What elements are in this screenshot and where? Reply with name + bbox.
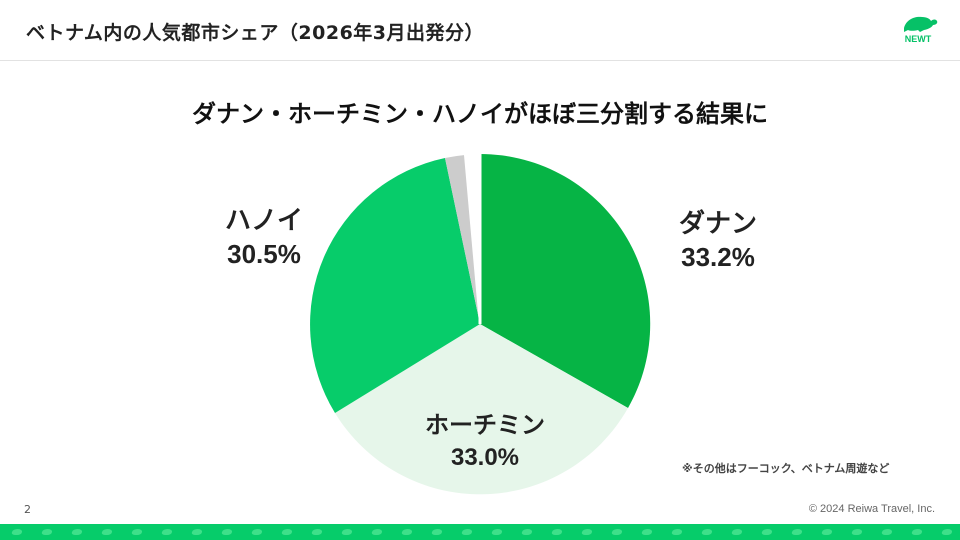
turtle-pattern-icon <box>490 529 504 535</box>
turtle-pattern-icon <box>220 529 234 535</box>
turtle-pattern-icon <box>640 529 654 535</box>
chart-title: ダナン・ホーチミン・ハノイがほぼ三分割する結果に <box>192 101 768 128</box>
turtle-pattern-icon <box>550 529 564 535</box>
turtle-pattern-icon <box>70 529 84 535</box>
turtle-pattern-icon <box>40 529 54 535</box>
slice-other <box>445 155 480 324</box>
label-hochiminh: ホーチミン 33.0% <box>410 410 560 474</box>
label-danang: ダナン 33.2% <box>660 206 776 274</box>
label-hochiminh-name: ホーチミン <box>425 412 545 439</box>
slide-header: ベトナム内の人気都市シェア（2026年3月出発分） NEWT <box>0 0 960 61</box>
turtle-pattern-icon <box>430 529 444 535</box>
logo-text: NEWT <box>904 34 932 44</box>
page-title: ベトナム内の人気都市シェア（2026年3月出発分） <box>26 22 485 44</box>
label-hochiminh-pct: 33.0% <box>450 444 520 471</box>
label-hanoi-name: ハノイ <box>224 205 303 235</box>
turtle-pattern-icon <box>910 529 924 535</box>
copyright: © 2024 Reiwa Travel, Inc. <box>808 503 935 515</box>
turtle-pattern-icon <box>520 529 534 535</box>
turtle-pattern-icon <box>610 529 624 535</box>
turtle-pattern-icon <box>250 529 264 535</box>
label-danang-pct: 33.2% <box>681 242 755 272</box>
turtle-pattern-icon <box>340 529 354 535</box>
turtle-pattern-icon <box>400 529 414 535</box>
turtle-pattern-icon <box>100 529 114 535</box>
turtle-pattern-icon <box>820 529 834 535</box>
pie-chart <box>310 152 651 495</box>
turtle-pattern-icon <box>580 529 594 535</box>
turtle-pattern-icon <box>670 529 684 535</box>
newt-logo: NEWT <box>896 12 940 48</box>
label-danang-name: ダナン <box>678 208 757 238</box>
turtle-pattern-icon <box>880 529 894 535</box>
turtle-pattern-icon <box>790 529 804 535</box>
turtle-pattern-icon <box>760 529 774 535</box>
footer-band <box>0 524 960 540</box>
turtle-pattern-icon <box>940 529 954 535</box>
turtle-pattern-icon <box>310 529 324 535</box>
turtle-pattern-icon <box>850 529 864 535</box>
turtle-pattern-icon <box>190 529 204 535</box>
chart-footnote: ※その他はフーコック、ベトナム周遊など <box>682 462 890 475</box>
turtle-pattern-icon <box>280 529 294 535</box>
turtle-pattern-icon <box>700 529 714 535</box>
turtle-pattern-icon <box>10 529 24 535</box>
turtle-pattern-icon <box>130 529 144 535</box>
label-hanoi-pct: 30.5% <box>227 239 301 269</box>
turtle-pattern-icon <box>370 529 384 535</box>
slice-hochiminh <box>335 324 628 495</box>
slice-hanoi <box>310 158 480 413</box>
turtle-pattern-icon <box>160 529 174 535</box>
label-hanoi: ハノイ 30.5% <box>214 203 314 271</box>
turtle-pattern-icon <box>730 529 744 535</box>
turtle-pattern-icon <box>460 529 474 535</box>
slice-danang <box>480 153 651 408</box>
turtle-icon <box>904 16 938 32</box>
page-number: 2 <box>24 503 31 516</box>
